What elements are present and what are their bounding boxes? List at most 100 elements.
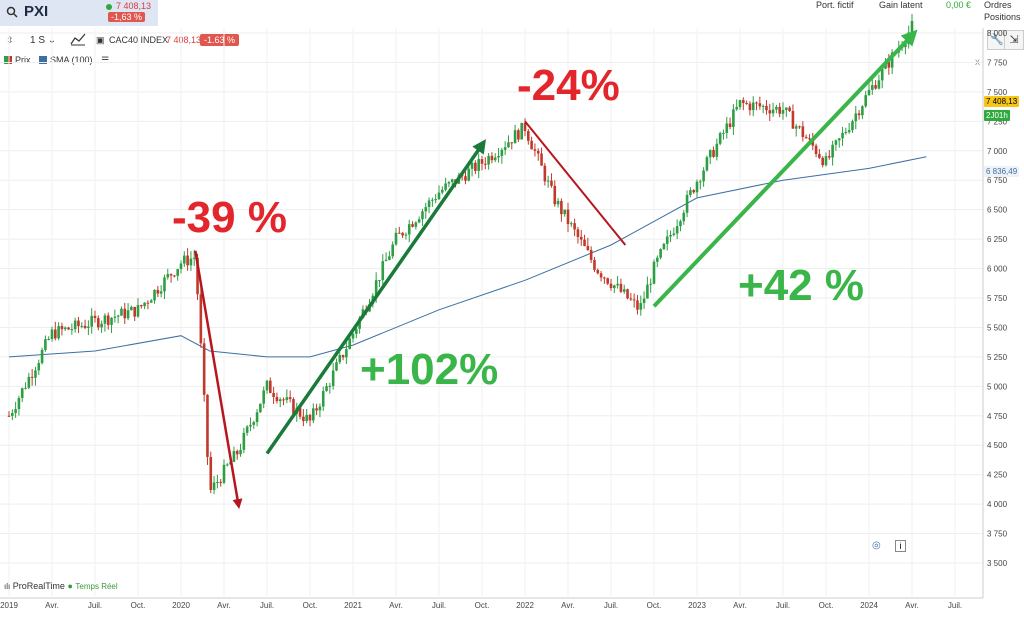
candle-body bbox=[629, 298, 633, 300]
y-tick-label: 6 750 bbox=[987, 176, 1008, 185]
candle-body bbox=[702, 170, 705, 182]
candle-body bbox=[308, 414, 312, 421]
candle-body bbox=[166, 274, 170, 278]
legend-price-label: Prix bbox=[15, 55, 31, 65]
candle-body bbox=[83, 325, 87, 328]
candle-body bbox=[646, 284, 649, 299]
candle-body bbox=[751, 102, 755, 111]
candle-body bbox=[778, 106, 781, 114]
candle-body bbox=[894, 52, 897, 54]
candle-body bbox=[312, 408, 315, 421]
candle-body bbox=[219, 482, 222, 484]
candle-body bbox=[315, 408, 318, 411]
candle-body bbox=[536, 150, 540, 154]
candle-body bbox=[80, 325, 84, 327]
instrument-info-icon[interactable]: ▣ bbox=[96, 35, 105, 45]
x-tick-label: Avr. bbox=[561, 601, 575, 610]
candle-body bbox=[613, 285, 616, 289]
candle-body bbox=[444, 183, 447, 190]
candle-body bbox=[288, 397, 292, 400]
candle-body bbox=[183, 255, 186, 264]
candle-body bbox=[331, 370, 335, 386]
candle-body bbox=[417, 219, 421, 223]
info-icon[interactable]: i bbox=[895, 540, 906, 552]
chart-type-icon[interactable] bbox=[70, 32, 86, 49]
ticker-box[interactable]: PXI 7 408,13 -1,63 % bbox=[0, 0, 158, 26]
x-tick-label: Oct. bbox=[475, 601, 490, 610]
candle-body bbox=[503, 147, 507, 150]
candle-body bbox=[265, 380, 269, 391]
candle-body bbox=[255, 412, 259, 423]
candle-body bbox=[728, 123, 732, 128]
candle-body bbox=[540, 153, 543, 166]
candle-body bbox=[715, 143, 719, 157]
expand-icon[interactable]: ⇲ bbox=[1004, 30, 1024, 50]
list-icon[interactable]: ☰ bbox=[101, 55, 110, 65]
gain-value: 0,00 € bbox=[946, 0, 972, 10]
candle-body bbox=[642, 298, 646, 304]
globe-icon[interactable]: ◎ bbox=[872, 540, 881, 551]
candle-body bbox=[791, 111, 795, 129]
candle-body bbox=[447, 181, 451, 184]
candle-body bbox=[649, 283, 652, 285]
candle-body bbox=[500, 149, 504, 156]
candle-body bbox=[34, 370, 37, 378]
candle-body bbox=[149, 300, 153, 303]
annotation-plus42: +42 % bbox=[738, 261, 864, 310]
candle-body bbox=[437, 192, 441, 200]
footer: ılı ProRealTime ● Temps Réel bbox=[4, 581, 118, 591]
candle-body bbox=[450, 179, 454, 182]
candle-body bbox=[837, 138, 841, 141]
candle-body bbox=[672, 233, 676, 235]
candle-body bbox=[593, 259, 596, 270]
candle-body bbox=[705, 157, 709, 171]
candle-body bbox=[556, 200, 560, 205]
candle-body bbox=[880, 68, 884, 81]
candle-body bbox=[20, 388, 24, 399]
candle-body bbox=[758, 103, 762, 107]
positions-link[interactable]: Positions bbox=[984, 12, 1021, 22]
candle-body bbox=[57, 326, 60, 339]
legend-sma[interactable]: SMA (100) bbox=[39, 55, 93, 65]
annotation-minus24: -24% bbox=[517, 61, 620, 110]
candle-body bbox=[470, 162, 474, 169]
candle-body bbox=[126, 310, 130, 319]
candle-body bbox=[77, 320, 80, 327]
x-tick-label: Oct. bbox=[647, 601, 662, 610]
candle-body bbox=[665, 236, 669, 244]
candle-body bbox=[7, 415, 11, 417]
candle-body bbox=[391, 244, 394, 257]
legend-price[interactable]: Prix bbox=[4, 55, 31, 65]
candle-body bbox=[632, 299, 636, 301]
candle-body bbox=[818, 154, 821, 158]
search-icon[interactable] bbox=[6, 5, 18, 23]
candle-body bbox=[348, 338, 351, 350]
candle-body bbox=[441, 189, 444, 193]
stepper-icon[interactable]: ⇳ bbox=[6, 35, 14, 45]
x-tick-label: Juil. bbox=[260, 601, 274, 610]
portfolio-label[interactable]: Port. fictif bbox=[816, 0, 854, 10]
orders-link[interactable]: Ordres bbox=[984, 0, 1012, 10]
period-select[interactable]: 1 S ⌄ bbox=[30, 35, 56, 46]
candle-body bbox=[732, 109, 735, 128]
candle-body bbox=[831, 144, 834, 158]
candle-body bbox=[877, 80, 881, 89]
candle-body bbox=[742, 100, 745, 103]
candle-body bbox=[216, 482, 219, 484]
candle-body bbox=[123, 308, 127, 319]
candle-body bbox=[305, 414, 308, 422]
y-tick-label: 5 250 bbox=[987, 353, 1008, 362]
header-change: -1,63 % bbox=[108, 12, 146, 22]
candle-body bbox=[133, 306, 136, 317]
close-icon[interactable]: x bbox=[975, 57, 980, 68]
annotation-plus102: +102% bbox=[360, 345, 499, 394]
last-price-tag: 7 408,13 bbox=[984, 96, 1020, 107]
y-tick-label: 4 750 bbox=[987, 412, 1008, 421]
candle-body bbox=[44, 339, 47, 350]
candle-body bbox=[414, 222, 418, 227]
candle-body bbox=[97, 318, 100, 328]
candle-body bbox=[169, 274, 173, 276]
candle-body bbox=[156, 289, 160, 294]
candle-body bbox=[490, 155, 494, 161]
candle-body bbox=[229, 461, 232, 465]
